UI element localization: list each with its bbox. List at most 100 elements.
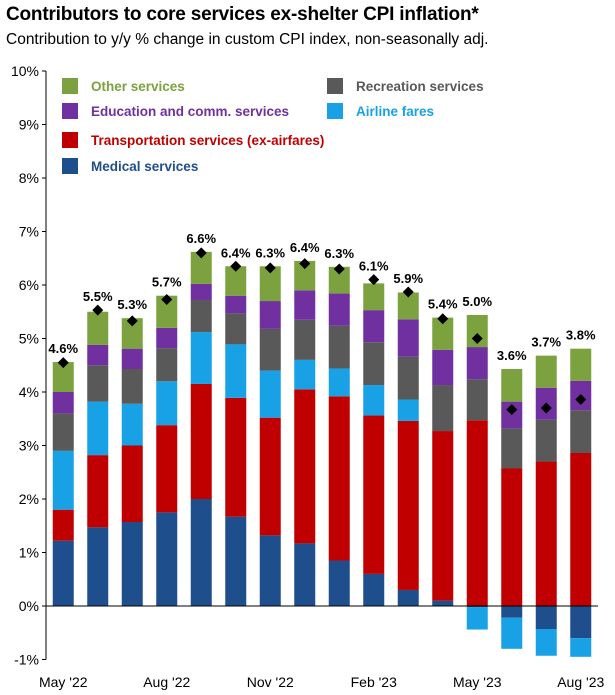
bar-segment [570, 606, 592, 639]
total-label: 5.9% [393, 271, 423, 286]
bar-segment [397, 319, 419, 357]
total-marker [299, 258, 311, 270]
total-label: 6.3% [255, 245, 285, 260]
x-tick-label: Aug '22 [143, 674, 190, 690]
y-tick-label: 0% [19, 598, 39, 614]
legend-label: Other services [91, 79, 185, 94]
bar-segment [121, 368, 143, 404]
total-marker [506, 404, 518, 416]
bar-segment [87, 311, 109, 345]
bar-segment [328, 266, 350, 294]
total-label: 4.6% [48, 341, 78, 356]
bar-segment [121, 522, 143, 606]
bar-segment [432, 431, 454, 601]
total-label: 6.4% [290, 240, 320, 255]
legend-label: Medical services [91, 159, 198, 174]
bar-segment [190, 383, 212, 499]
bar-segment [570, 348, 592, 381]
bar-segment [501, 617, 523, 649]
bar-segment [52, 413, 74, 451]
bar-segment [87, 527, 109, 606]
y-tick-label: 10% [11, 63, 39, 79]
x-tick-label: Feb '23 [351, 674, 397, 690]
total-marker [195, 247, 207, 259]
total-label: 3.6% [497, 348, 527, 363]
total-label: 6.4% [221, 245, 251, 260]
bar-segment [466, 314, 488, 348]
total-label: 5.0% [462, 294, 492, 309]
bar-segment [570, 410, 592, 453]
y-tick-label: 9% [19, 117, 39, 133]
x-tick-label: Aug '23 [557, 674, 604, 690]
bar-segment [570, 638, 592, 657]
bar-segment [225, 295, 247, 314]
bar-segment [535, 355, 557, 388]
y-tick-label: 8% [19, 170, 39, 186]
bar-segment [363, 573, 385, 606]
bar-segment [432, 385, 454, 432]
bar-segment [225, 313, 247, 345]
total-marker [230, 260, 242, 272]
total-marker [437, 313, 449, 325]
x-tick-label: May '22 [39, 674, 88, 690]
legend-swatch [62, 132, 78, 148]
bar-segment [121, 403, 143, 446]
total-marker [471, 333, 483, 344]
bar-segment [432, 349, 454, 386]
total-label: 6.6% [186, 231, 216, 246]
legend-swatch [62, 103, 78, 119]
bar-segment [190, 299, 212, 333]
bar-segment [432, 600, 454, 606]
total-label: 5.4% [428, 297, 458, 312]
legend-swatch [327, 78, 343, 94]
bar-segment [190, 283, 212, 300]
bar-segment [294, 260, 316, 291]
bar-segment [190, 251, 212, 284]
bar-segment [535, 461, 557, 606]
bar-segment [328, 560, 350, 606]
legend-label: Recreation services [356, 79, 484, 94]
bar-segment [466, 607, 488, 630]
bar-segment [225, 344, 247, 398]
bar-segment [535, 629, 557, 656]
bar-segment [501, 428, 523, 469]
total-label: 3.8% [566, 328, 596, 343]
bar-segment [363, 283, 385, 311]
total-marker [540, 402, 552, 414]
bar-segment [294, 319, 316, 360]
bar-segment [52, 362, 74, 392]
bar-segment [328, 293, 350, 326]
bar-segment [156, 327, 178, 349]
bar-segment [156, 295, 178, 328]
x-tick-label: May '23 [453, 674, 502, 690]
total-marker [126, 315, 138, 327]
y-tick-label: 4% [19, 384, 39, 400]
y-tick-label: 1% [19, 545, 39, 561]
bar-segment [156, 512, 178, 606]
bar-segment [121, 348, 143, 369]
total-marker [57, 357, 69, 369]
bar-segment [397, 399, 419, 421]
bar-segment [466, 606, 488, 608]
bar-segment [259, 417, 281, 536]
total-marker [264, 262, 276, 274]
bar-segment [501, 606, 523, 618]
legend-swatch [62, 78, 78, 94]
bar-segment [501, 368, 523, 402]
bar-segment [294, 543, 316, 606]
bar-segment [535, 419, 557, 462]
bar-segment [432, 317, 454, 350]
bar-segment [52, 450, 74, 510]
bar-segment [225, 266, 247, 296]
total-label: 6.1% [359, 259, 389, 274]
bar-segment [87, 365, 109, 402]
y-tick-label: 2% [19, 491, 39, 507]
total-label: 3.7% [531, 335, 561, 350]
bar-segment [156, 381, 178, 426]
x-tick-label: Nov '22 [247, 674, 294, 690]
bar-segment [52, 540, 74, 606]
chart-title: Contributors to core services ex-shelter… [6, 4, 479, 25]
bar-segment [259, 535, 281, 606]
bar-segment [466, 347, 488, 380]
